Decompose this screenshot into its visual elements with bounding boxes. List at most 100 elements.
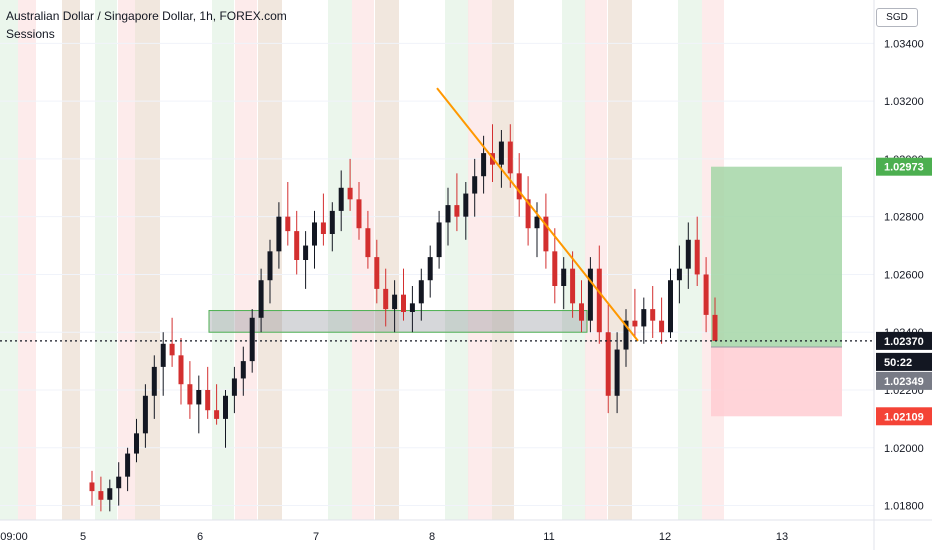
candle-body [142, 395, 148, 434]
candle-body [214, 410, 220, 419]
stop-price-label-bg [876, 407, 932, 426]
candle-body [712, 314, 718, 341]
candle-body [454, 205, 460, 217]
price-tick-label: 1.02000 [884, 443, 924, 455]
price-badges: 1.02973 1.02370 50:22 1.02349 1.02109 [876, 157, 932, 426]
candle-body [409, 303, 415, 312]
candle-body [685, 239, 691, 269]
candle-body [668, 280, 673, 333]
candle-body [383, 288, 389, 310]
session-band [95, 0, 117, 520]
candle-body [223, 395, 228, 419]
support-zone-layer [208, 310, 588, 333]
price-tick-label: 1.01800 [884, 501, 924, 513]
candle-body [498, 141, 504, 165]
session-band [0, 0, 18, 520]
candle-body [463, 193, 469, 217]
long-position-tool[interactable] [711, 166, 842, 417]
support-zone [208, 310, 588, 333]
candle-body [374, 257, 380, 289]
candle-body [579, 303, 584, 321]
bar-countdown-label-bg [876, 352, 932, 371]
time-tick-label: 13 [776, 531, 788, 543]
time-tick-label: 7 [313, 531, 319, 543]
price-tick-label: 1.02600 [884, 269, 924, 281]
candle-body [427, 257, 433, 281]
candle-body [365, 228, 371, 258]
candles [89, 124, 718, 512]
time-tick-label: 5 [80, 531, 86, 543]
candle-body [561, 268, 567, 286]
trendline[interactable] [436, 87, 639, 342]
session-band [585, 0, 607, 520]
candle-body [303, 245, 309, 260]
session-band [135, 0, 160, 520]
candle-body [125, 453, 131, 477]
candle-body [187, 384, 193, 405]
candle-body [436, 222, 442, 258]
candle-body [107, 488, 113, 500]
current-price-label-bg [876, 331, 932, 350]
candle-body [160, 343, 166, 367]
time-tick-label: 09:00 [0, 531, 28, 543]
candle-body [525, 199, 531, 229]
candle-body [98, 491, 104, 500]
time-tick-label: 8 [429, 531, 435, 543]
time-tick-label: 11 [543, 531, 554, 543]
session-band [235, 0, 257, 520]
session-band [212, 0, 234, 520]
candle-body [258, 280, 264, 318]
candle-body [285, 216, 291, 232]
candle-body [196, 390, 202, 405]
candle-body [249, 317, 255, 362]
candle-body [312, 222, 317, 246]
candle-body [570, 268, 576, 304]
candle-body [623, 320, 629, 350]
entry-price-label: 1.02349 [884, 376, 924, 388]
candle-body [676, 268, 682, 281]
time-tick-label: 12 [659, 531, 671, 543]
currency-badge[interactable]: SGD [876, 8, 918, 27]
target-price-label: 1.02973 [884, 162, 924, 174]
candle-body [481, 153, 487, 177]
candle-body [543, 216, 549, 252]
candle-body [650, 309, 656, 321]
candle-body [659, 320, 665, 333]
price-tick-label: 1.03200 [884, 96, 924, 108]
candle-body [641, 309, 647, 327]
stop-price-label: 1.02109 [884, 411, 924, 423]
candle-body [392, 294, 398, 310]
session-bands [0, 0, 724, 520]
candle-body [320, 222, 326, 234]
session-band [445, 0, 469, 520]
stop-zone[interactable] [711, 346, 842, 417]
candle-body [587, 268, 593, 321]
candle-body [338, 187, 344, 211]
candle-body [329, 210, 335, 234]
candle-body [552, 251, 558, 286]
trendline-layer[interactable] [436, 87, 639, 342]
session-band [118, 0, 135, 520]
session-band [468, 0, 492, 520]
candle-body [694, 239, 700, 275]
session-band [18, 0, 36, 520]
candle-body [169, 343, 175, 356]
candle-body [178, 355, 184, 385]
candle-body [231, 378, 237, 396]
session-band [62, 0, 80, 520]
session-band [328, 0, 352, 520]
candle-body [632, 320, 638, 327]
candle-body [294, 231, 300, 260]
candle-body [151, 366, 157, 396]
target-price-label-bg [876, 157, 932, 176]
session-band [492, 0, 514, 520]
candle-body [703, 274, 709, 315]
candle-body [445, 205, 451, 223]
current-price-label: 1.02370 [884, 336, 924, 348]
target-zone[interactable] [711, 166, 842, 347]
price-tick-label: 1.03400 [884, 38, 924, 50]
candle-body [356, 199, 362, 229]
